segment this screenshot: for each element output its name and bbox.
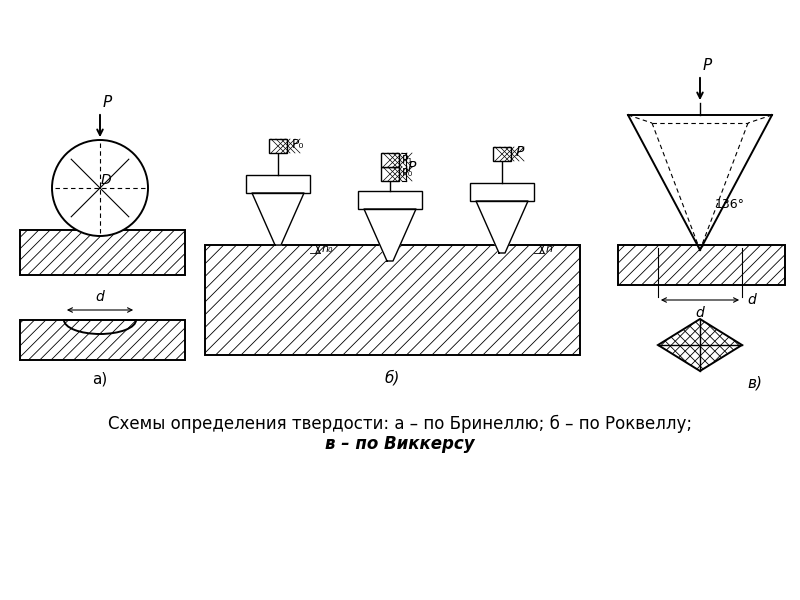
Bar <box>358 191 422 209</box>
Bar <box>381 153 399 167</box>
Text: а): а) <box>92 372 108 387</box>
Bar <box>470 183 534 201</box>
Bar <box>269 139 287 153</box>
Polygon shape <box>476 201 528 253</box>
Text: P: P <box>103 95 112 110</box>
Bar <box>381 167 399 181</box>
Text: P: P <box>408 160 416 174</box>
Text: D: D <box>101 173 111 187</box>
Polygon shape <box>205 245 580 355</box>
Text: 136°: 136° <box>715 199 745 211</box>
Text: Схемы определения твердости: а – по Бринеллю; б – по Роквеллу;: Схемы определения твердости: а – по Брин… <box>108 415 692 433</box>
Text: в – по Виккерсу: в – по Виккерсу <box>325 435 475 453</box>
Bar <box>493 147 511 161</box>
Polygon shape <box>252 193 304 245</box>
Circle shape <box>52 140 148 236</box>
Polygon shape <box>20 230 185 275</box>
Polygon shape <box>364 209 416 261</box>
Text: б): б) <box>385 370 400 386</box>
Text: P₁: P₁ <box>402 155 414 165</box>
Polygon shape <box>20 320 185 360</box>
Text: d: d <box>696 306 704 320</box>
Text: P₀: P₀ <box>402 168 414 178</box>
Polygon shape <box>658 319 742 371</box>
Text: P: P <box>516 145 524 159</box>
Text: h₀: h₀ <box>322 244 334 254</box>
Polygon shape <box>618 245 785 285</box>
Text: в): в) <box>747 376 762 391</box>
Text: h: h <box>546 244 553 254</box>
Text: P₀: P₀ <box>292 137 304 151</box>
Text: P: P <box>703 58 712 73</box>
Text: d: d <box>747 293 756 307</box>
Text: d: d <box>96 290 104 304</box>
Bar <box>246 175 310 193</box>
